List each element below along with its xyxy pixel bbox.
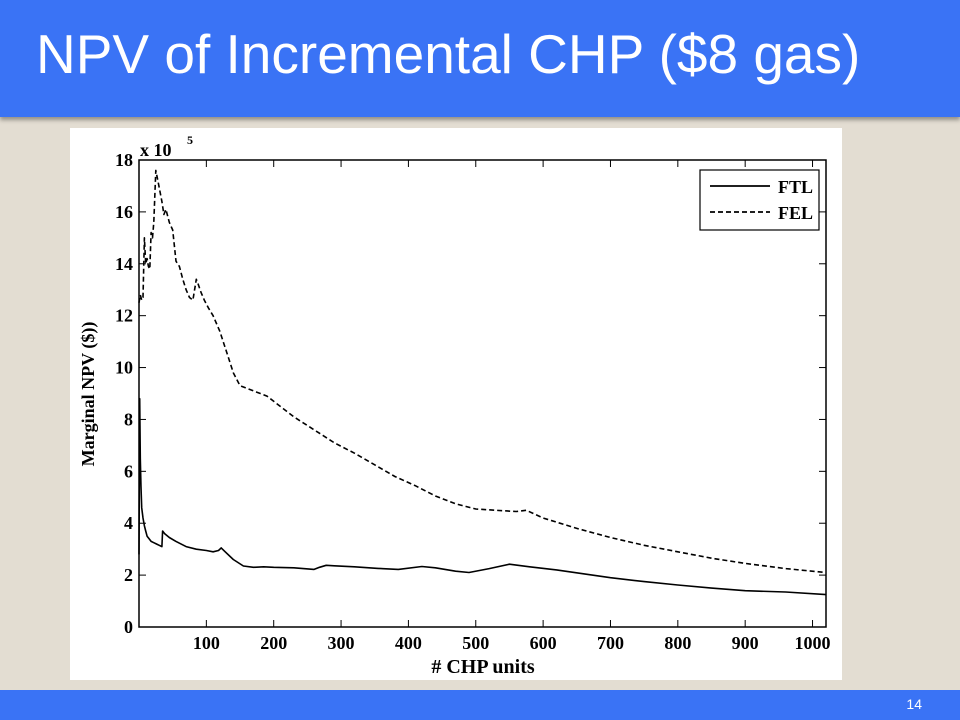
plot-panel: 0 2 4 6 8 10 12 14 16 18 100 200 300 400 500 600 700 800… <box>70 128 842 680</box>
series-line-fel <box>138 169 827 574</box>
x-tick-label: 900 <box>732 633 759 653</box>
series-layer <box>138 169 827 596</box>
x-tick-label: 500 <box>462 633 489 653</box>
title-bar: NPV of Incremental CHP ($8 gas) <box>0 0 960 117</box>
x-ticks: 100 200 300 400 500 600 700 800 900 1000 <box>193 160 831 653</box>
x-tick-label: 300 <box>328 633 355 653</box>
x-tick-label: 600 <box>530 633 557 653</box>
legend-fel-label: FEL <box>778 203 813 223</box>
series-line-ftl <box>138 397 827 596</box>
y-tick-label: 8 <box>124 409 133 429</box>
x-tick-label: 1000 <box>795 633 831 653</box>
y-axis-label: Marginal NPV ($)) <box>78 322 99 467</box>
y-multiplier-label: x 10 <box>140 140 172 160</box>
x-tick-label: 800 <box>664 633 691 653</box>
y-tick-label: 12 <box>115 306 133 326</box>
y-tick-label: 16 <box>115 202 133 222</box>
x-tick-label: 700 <box>597 633 624 653</box>
y-ticks: 0 2 4 6 8 10 12 14 16 18 <box>115 150 826 637</box>
npv-chart: 0 2 4 6 8 10 12 14 16 18 100 200 300 400 500 600 700 800… <box>78 133 831 678</box>
y-multiplier-exponent: 5 <box>187 133 193 147</box>
y-tick-label: 4 <box>124 513 133 533</box>
legend: FTL FEL <box>699 169 820 231</box>
page-number: 14 <box>906 696 922 712</box>
y-tick-label: 2 <box>124 565 133 585</box>
y-tick-label: 14 <box>115 254 133 274</box>
y-tick-label: 6 <box>124 461 133 481</box>
y-tick-label: 0 <box>124 617 133 637</box>
y-tick-label: 10 <box>115 358 133 378</box>
slide-title: NPV of Incremental CHP ($8 gas) <box>36 23 861 85</box>
x-tick-label: 100 <box>193 633 220 653</box>
y-tick-label: 18 <box>115 150 133 170</box>
x-tick-label: 200 <box>260 633 287 653</box>
footer-bar: 14 <box>0 690 960 720</box>
legend-box <box>699 169 820 231</box>
x-axis-label: # CHP units <box>431 656 535 678</box>
x-tick-label: 400 <box>395 633 422 653</box>
legend-ftl-label: FTL <box>778 177 813 197</box>
plot-area-frame <box>138 159 827 628</box>
